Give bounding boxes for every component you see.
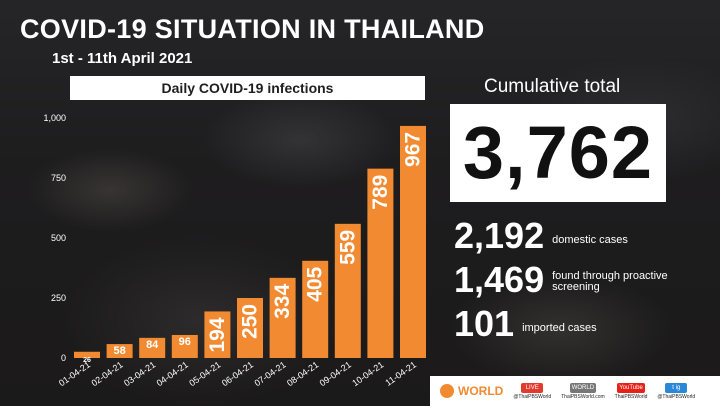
date-range: 1st - 11th April 2021	[52, 50, 193, 67]
bar-value-label: 84	[146, 339, 159, 351]
bar	[204, 311, 231, 358]
bar	[269, 277, 296, 358]
social-handle: ThaiPBSWorld.com	[561, 393, 605, 400]
bar-value-label: 58	[113, 345, 125, 357]
bar	[302, 260, 329, 358]
website-icon: WORLD	[569, 382, 597, 393]
stat-proactive-screening: 1,469 found through proactive screening	[454, 262, 668, 298]
social-facebook[interactable]: LIVE @ThaiPBSWorld	[513, 382, 552, 400]
bar	[106, 344, 133, 358]
bar-value-label: 405	[304, 266, 327, 301]
stat-imported: 101 imported cases	[454, 306, 597, 342]
bar-value-label: 194	[206, 317, 229, 352]
bar-value-label: 96	[179, 336, 191, 348]
social-twitter-instagram[interactable]: t ig @ThaiPBSWorld	[657, 382, 696, 400]
bar	[139, 337, 166, 358]
footer-bar: WORLD LIVE @ThaiPBSWorld WORLD ThaiPBSWo…	[430, 376, 720, 406]
bar-value-label: 26	[83, 357, 91, 364]
stat-label: domestic cases	[552, 233, 628, 246]
stat-label: imported cases	[522, 321, 597, 334]
x-tick-label: 05-04-21	[187, 359, 222, 388]
y-tick-label: 500	[51, 233, 66, 243]
cumulative-total-value: 3,762	[450, 104, 666, 202]
youtube-icon: YouTube	[617, 382, 645, 393]
bar-value-label: 789	[369, 175, 392, 210]
stat-value: 1,469	[454, 259, 545, 300]
bar	[334, 223, 361, 358]
x-tick-label: 07-04-21	[252, 359, 287, 388]
bar-value-label: 967	[402, 132, 425, 167]
x-tick-label: 03-04-21	[122, 359, 157, 388]
brand-mark-icon	[440, 384, 454, 398]
stat-domestic: 2,192 domestic cases	[454, 218, 628, 254]
bar	[237, 298, 263, 358]
stat-value: 2,192	[454, 215, 545, 256]
bar-value-label: 334	[271, 284, 294, 319]
x-tick-label: 04-04-21	[155, 359, 190, 388]
social-youtube[interactable]: YouTube ThaiPBSWorld	[614, 382, 648, 400]
bar-value-label: 250	[239, 304, 262, 339]
stat-value: 101	[454, 303, 515, 344]
bar	[171, 334, 198, 358]
cumulative-label: Cumulative total	[484, 76, 621, 97]
bar-value-label: 559	[336, 230, 359, 265]
stat-label: found through proactive screening	[552, 270, 668, 293]
brand-text: WORLD	[458, 384, 504, 398]
y-tick-label: 1,000	[43, 113, 66, 123]
y-tick-label: 250	[51, 293, 66, 303]
social-handle: ThaiPBSWorld	[614, 393, 648, 400]
social-website[interactable]: WORLD ThaiPBSWorld.com	[561, 382, 605, 400]
facebook-live-icon: LIVE	[521, 382, 544, 393]
bar	[74, 351, 100, 358]
y-tick-label: 0	[61, 353, 66, 363]
x-tick-label: 10-04-21	[350, 359, 385, 388]
y-tick-label: 750	[51, 173, 66, 183]
page-title: COVID-19 SITUATION IN THAILAND	[20, 14, 485, 44]
thai-pbs-world-logo: WORLD	[440, 384, 503, 398]
social-handle: @ThaiPBSWorld	[513, 393, 552, 400]
x-tick-label: 06-04-21	[220, 359, 255, 388]
x-tick-label: 09-04-21	[318, 359, 353, 388]
bar	[367, 168, 394, 358]
x-tick-label: 01-04-21	[57, 359, 92, 388]
bar	[400, 125, 426, 358]
x-tick-label: 08-04-21	[285, 359, 320, 388]
x-tick-label: 02-04-21	[89, 359, 124, 388]
twitter-instagram-icon: t ig	[665, 382, 688, 393]
chart-title: Daily COVID-19 infections	[70, 76, 425, 100]
x-tick-label: 11-04-21	[383, 359, 418, 387]
social-handle: @ThaiPBSWorld	[657, 393, 696, 400]
